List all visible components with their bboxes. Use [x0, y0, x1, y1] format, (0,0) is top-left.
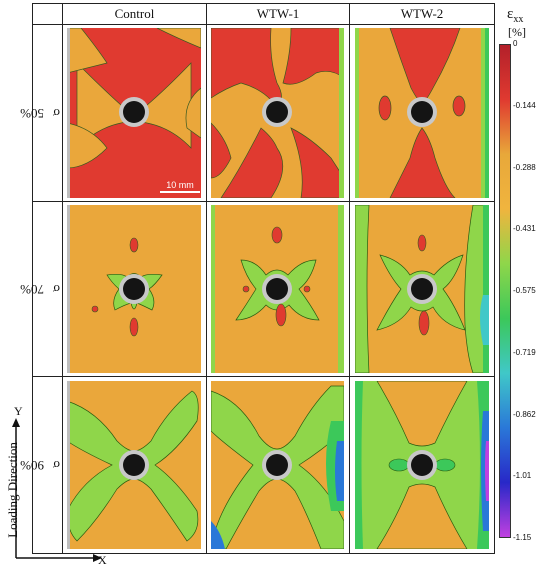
x-axis-label: X	[98, 553, 107, 567]
scale-bar-label: 10 mm	[166, 180, 194, 190]
xy-axis-arrows	[12, 418, 102, 562]
colorbar-tick-label: -0.575	[513, 286, 536, 295]
column-header-wtw-2: WTW-2	[400, 6, 444, 21]
colorbar-tick-label: -0.431	[513, 224, 536, 234]
colorbar-tick-label: -0.719	[513, 347, 536, 357]
loading-direction-label: Loading Direction	[5, 442, 21, 538]
panel-wtw1-70	[211, 205, 344, 373]
colorbar-unit: [%]	[508, 25, 526, 39]
panel-wtw2-50	[355, 28, 489, 198]
grid-label-col	[62, 3, 63, 553]
row-label-70: 70% σn	[20, 282, 74, 301]
colorbar-tick-label: -0.288	[513, 162, 536, 172]
scale-bar: 10 mm	[160, 180, 200, 193]
colorbar-tick-label: 0	[513, 39, 518, 48]
grid-outer-left	[32, 3, 33, 553]
panel-wtw1-50	[211, 28, 344, 198]
grid-row1	[32, 201, 495, 202]
y-axis-label: Y	[14, 404, 23, 418]
colorbar-tick-label: -0.862	[513, 409, 536, 419]
panel-wtw1-90	[211, 381, 344, 549]
panel-wtw2-70	[355, 205, 489, 373]
grid-outer-bottom	[32, 553, 495, 554]
grid-outer-right	[494, 3, 495, 553]
colorbar-tick-label: -1.15	[513, 533, 532, 542]
grid-outer-top	[32, 3, 495, 4]
column-header-control: Control	[114, 6, 155, 21]
row-label-50: 50% σn	[20, 106, 74, 125]
scale-bar-line	[160, 191, 200, 193]
colorbar-title: εxx	[507, 6, 524, 25]
panel-control-90	[67, 381, 201, 549]
panel-wtw2-90	[355, 381, 489, 549]
panel-control-70	[67, 205, 201, 373]
panel-control-50	[67, 28, 201, 198]
colorbar-tick-label: -1.01	[513, 471, 532, 481]
grid-row2	[32, 376, 495, 377]
column-header-wtw-1: WTW-1	[256, 6, 300, 21]
grid-header-bottom	[32, 24, 495, 25]
colorbar-tick-label: -0.144	[513, 100, 536, 110]
grid-col2	[349, 3, 350, 553]
grid-col1	[206, 3, 207, 553]
colorbar-gradient	[499, 44, 511, 538]
